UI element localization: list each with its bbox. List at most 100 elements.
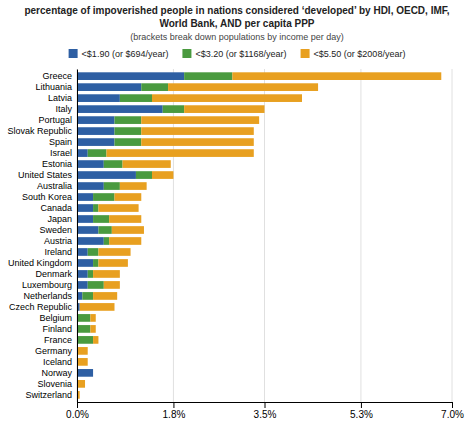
bar — [77, 336, 93, 344]
bar — [77, 182, 104, 190]
bar — [109, 237, 141, 245]
bars — [77, 72, 441, 398]
bar — [77, 347, 88, 355]
bar — [136, 171, 152, 179]
bar — [88, 281, 104, 289]
tick: Netherlands — [23, 291, 77, 301]
tick-mark — [452, 402, 453, 408]
tick: Slovak Republic — [7, 126, 77, 136]
tick: Denmark — [35, 269, 77, 279]
tick: 0.0% — [66, 402, 89, 420]
tick: Australia — [37, 181, 77, 191]
bar — [98, 204, 138, 212]
tick: Japan — [47, 214, 77, 224]
tick-label: Germany — [35, 346, 73, 356]
bar — [98, 248, 130, 256]
bar — [115, 127, 142, 135]
tick-label: 1.8% — [163, 409, 186, 420]
bar — [93, 369, 94, 377]
bar — [88, 248, 99, 256]
tick-label: Israel — [50, 148, 72, 158]
tick: 5.3% — [350, 402, 373, 420]
tick: Luxembourg — [22, 280, 77, 290]
y-axis: GreeceLithuaniaLatviaItalyPortugalSlovak… — [7, 70, 77, 403]
legend-label: <$5.50 (or $2008/year) — [314, 49, 406, 59]
bar — [77, 380, 85, 388]
bar — [93, 204, 98, 212]
bar — [90, 325, 95, 333]
legend-item: <$3.20 (or $1168/year) — [182, 49, 286, 59]
tick: Sweden — [39, 225, 77, 235]
bar — [77, 83, 141, 91]
bar — [77, 116, 115, 124]
tick-label: Spain — [49, 137, 72, 147]
legend: <$1.90 (or $694/year) <$3.20 (or $1168/ye… — [69, 49, 406, 59]
bar — [168, 83, 318, 91]
tick: Belgium — [39, 313, 77, 323]
grid-line — [77, 69, 78, 402]
tick-label: 7.0% — [441, 409, 464, 420]
tick-label: Australia — [37, 181, 72, 191]
bar — [152, 94, 302, 102]
bar — [77, 358, 88, 366]
tick: 3.5% — [254, 402, 277, 420]
bar — [77, 215, 93, 223]
bar — [93, 259, 98, 267]
tick-mark — [77, 402, 78, 408]
tick: Czech Republic — [9, 302, 77, 312]
tick: Israel — [50, 148, 77, 158]
tick-label: Slovenia — [37, 379, 72, 389]
bar — [77, 127, 115, 135]
bar — [77, 160, 104, 168]
tick: France — [44, 335, 77, 345]
tick-label: Switzerland — [25, 390, 72, 400]
tick: Slovenia — [37, 379, 77, 389]
x-axis: 0.0% 1.8% 3.5% 5.3% 7.0% — [66, 402, 464, 420]
bar — [93, 270, 120, 278]
legend-label: <$1.90 (or $694/year) — [82, 49, 169, 59]
tick-label: Slovak Republic — [7, 126, 72, 136]
tick-mark — [265, 402, 266, 408]
tick-label: Latvia — [48, 93, 72, 103]
bar — [77, 314, 90, 322]
tick-label: Greece — [42, 71, 72, 81]
tick: Spain — [49, 137, 77, 147]
bar — [98, 226, 111, 234]
bar — [141, 138, 254, 146]
legend-label: <$3.20 (or $1168/year) — [195, 49, 286, 59]
bar — [77, 369, 93, 377]
bar — [93, 369, 94, 377]
tick-label: Estonia — [42, 159, 72, 169]
bar — [77, 72, 184, 80]
legend-swatch — [301, 49, 310, 58]
bar — [141, 83, 168, 91]
tick: United States — [18, 170, 77, 180]
legend-item: <$5.50 (or $2008/year) — [301, 49, 406, 59]
bar — [77, 248, 88, 256]
tick-label: Norway — [41, 368, 72, 378]
bar — [93, 292, 117, 300]
bar — [77, 270, 88, 278]
plot-area: 0.0% 1.8% 3.5% 5.3% 7.0% GreeceLithuaniaLatvi… — [7, 69, 464, 420]
tick: Ireland — [44, 247, 77, 257]
legend-item: <$1.90 (or $694/year) — [69, 49, 169, 59]
bar — [104, 237, 109, 245]
tick: Iceland — [43, 357, 77, 367]
bar — [93, 193, 114, 201]
bar — [77, 325, 90, 333]
bar — [77, 259, 93, 267]
tick-label: 5.3% — [350, 409, 373, 420]
tick: Germany — [35, 346, 77, 356]
bar — [104, 182, 120, 190]
chart: percentage of impoverished people in nat… — [0, 0, 474, 426]
bar — [120, 94, 152, 102]
subtitle: (brackets break down populations by inco… — [130, 32, 344, 42]
tick: Norway — [41, 368, 77, 378]
bar — [123, 160, 171, 168]
tick-label: Iceland — [43, 357, 72, 367]
tick: Latvia — [48, 93, 77, 103]
bar — [88, 149, 107, 157]
tick-label: Netherlands — [23, 291, 72, 301]
bar — [141, 127, 254, 135]
grid-line — [360, 69, 361, 402]
